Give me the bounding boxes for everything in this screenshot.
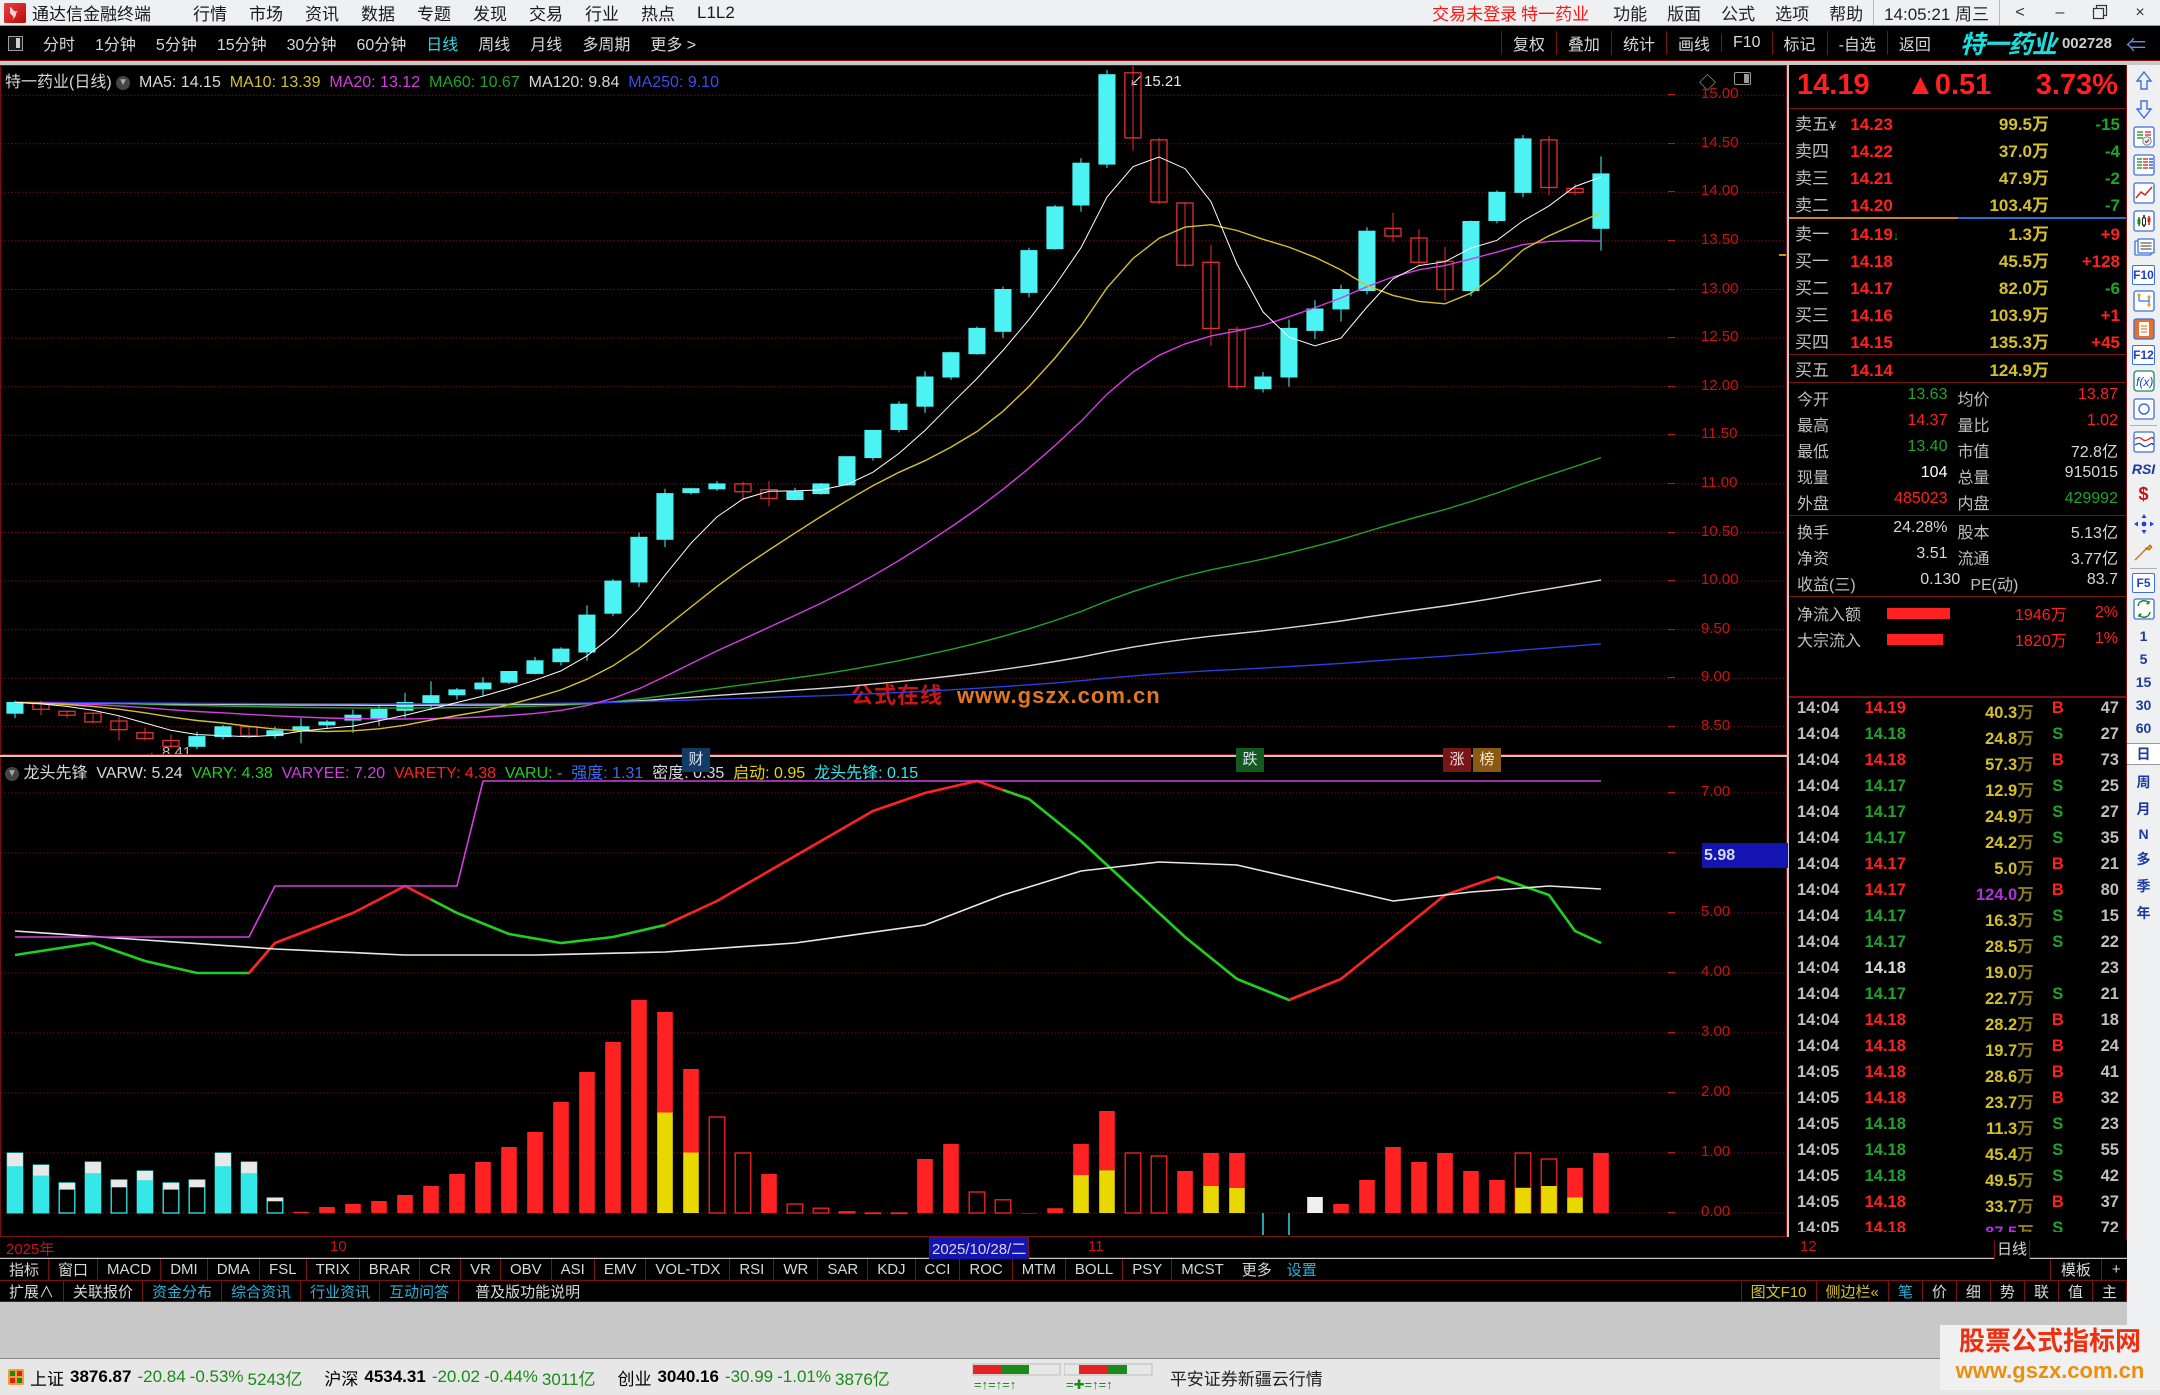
svg-text:f(x): f(x): [2136, 375, 2153, 389]
svg-text:=↑=↑=↑: =↑=↑=↑: [974, 1377, 1016, 1392]
svg-text:=✚=↑=↑: =✚=↑=↑: [1066, 1377, 1113, 1392]
